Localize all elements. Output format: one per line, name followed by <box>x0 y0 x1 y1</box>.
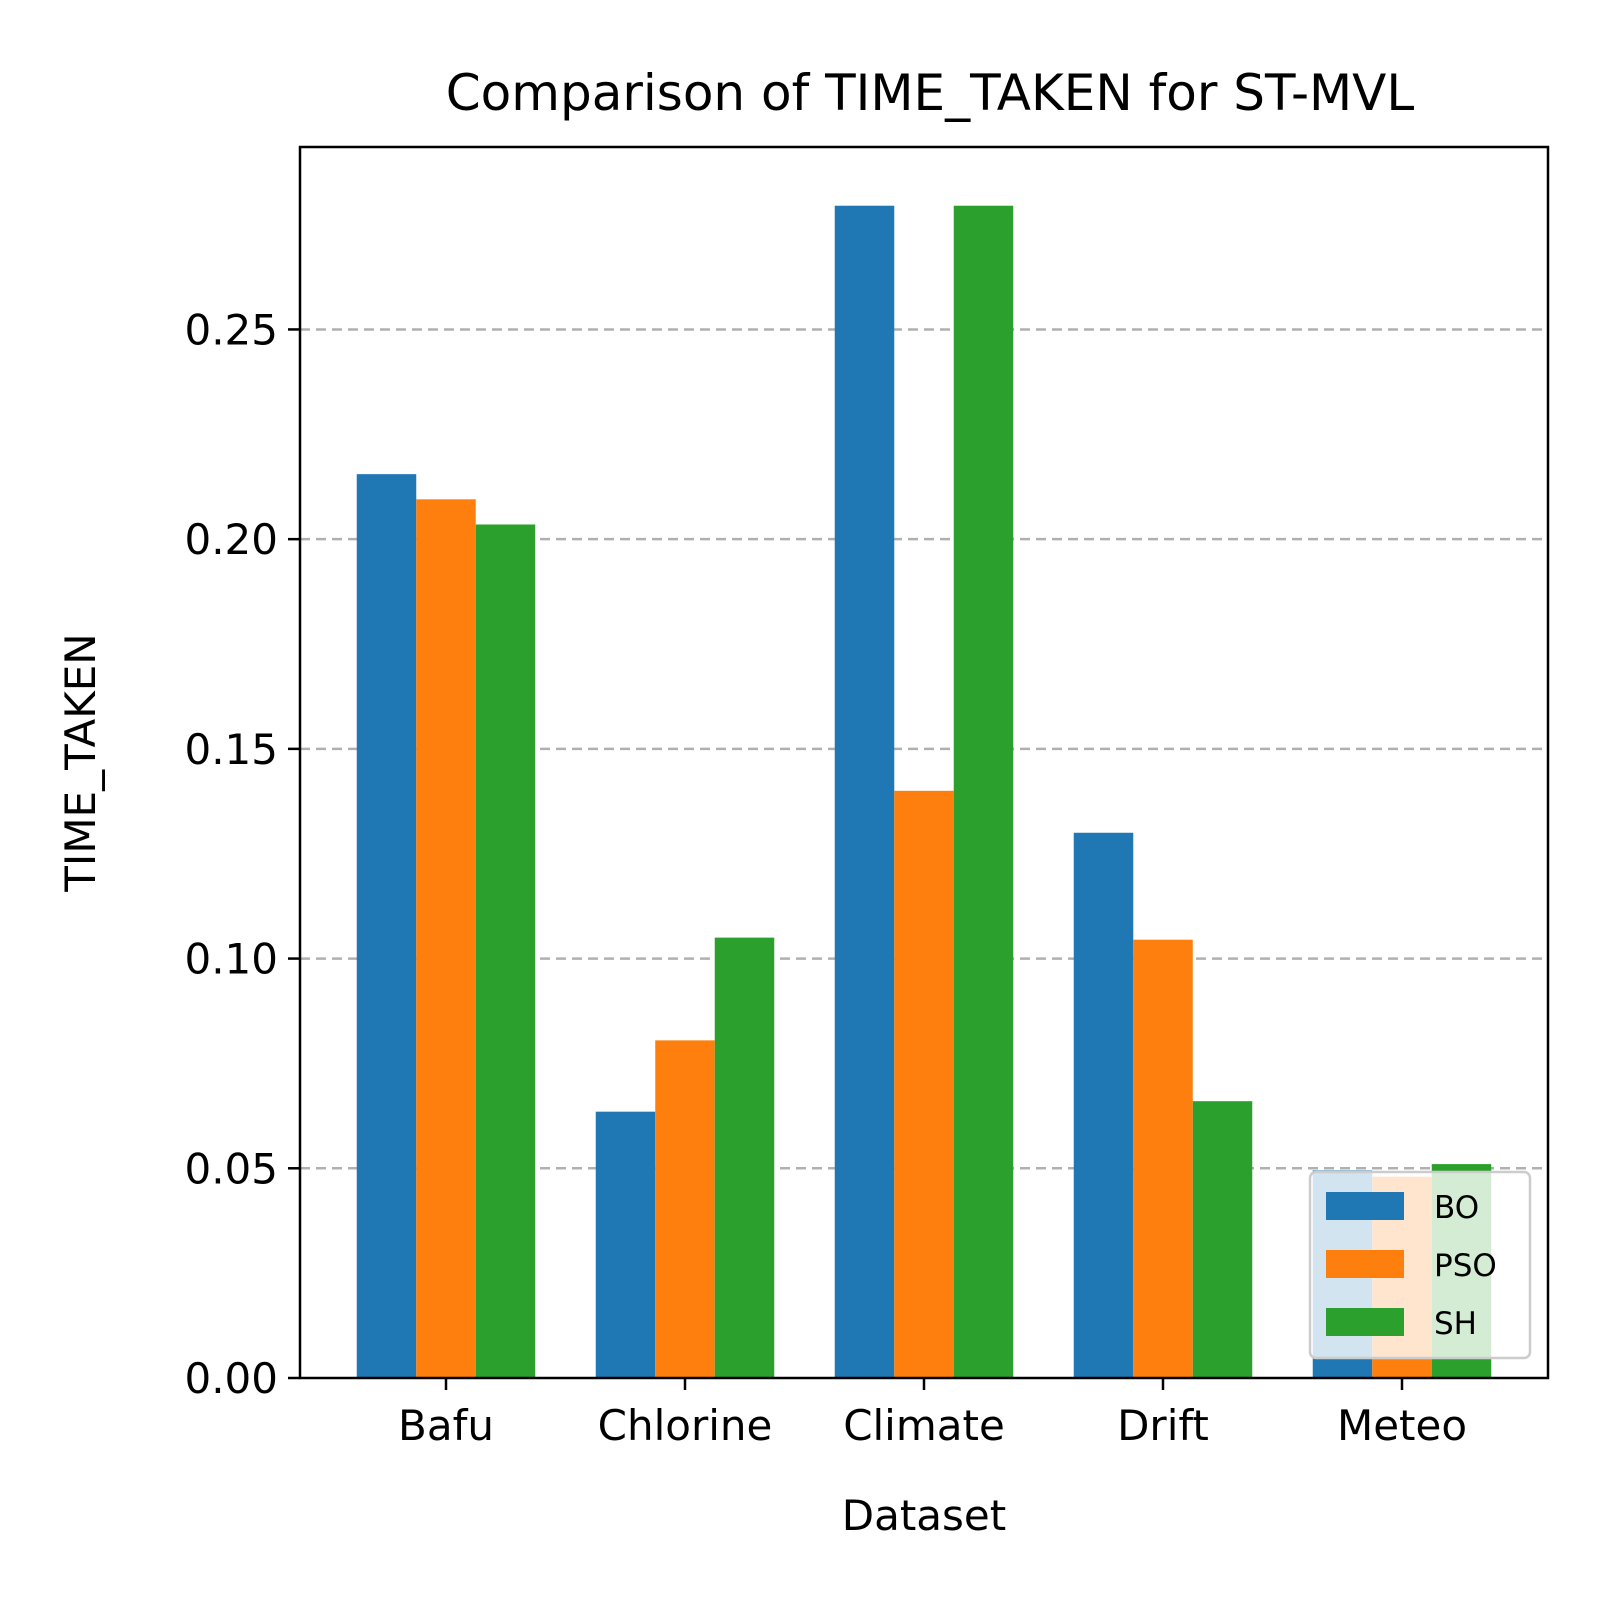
x-axis: Bafu Chlorine Climate Drift Meteo <box>398 1378 1467 1450</box>
y-tick-label: 0.00 <box>184 1354 278 1403</box>
bars <box>356 205 1492 1379</box>
legend: BO PSO SH <box>1308 1170 1532 1360</box>
x-tick-label: Climate <box>843 1401 1005 1450</box>
y-axis-label: TIME_TAKEN <box>56 633 105 892</box>
y-tick-label: 0.15 <box>184 725 278 774</box>
x-tick-label: Drift <box>1117 1401 1209 1450</box>
x-tick-label: Meteo <box>1337 1401 1467 1450</box>
bar-sh-bafu <box>475 524 536 1378</box>
bar-pso-bafu <box>416 499 476 1378</box>
legend-label-sh: SH <box>1434 1306 1477 1342</box>
chart-title: Comparison of TIME_TAKEN for ST-MVL <box>446 64 1415 122</box>
legend-swatch-pso <box>1326 1250 1404 1278</box>
bar-bo-drift <box>1073 832 1134 1378</box>
bar-sh-drift <box>1192 1101 1253 1378</box>
y-tick-label: 0.10 <box>184 935 278 984</box>
y-axis: 0.00 0.05 0.10 0.15 0.20 0.25 <box>184 305 300 1403</box>
bar-bo-chlorine <box>595 1111 656 1378</box>
y-tick-label: 0.25 <box>184 305 278 354</box>
bar-sh-chlorine <box>714 937 775 1378</box>
x-axis-label: Dataset <box>842 1491 1006 1540</box>
legend-label-pso: PSO <box>1434 1248 1497 1284</box>
bar-pso-chlorine <box>655 1040 715 1378</box>
x-tick-label: Chlorine <box>598 1401 773 1450</box>
bar-sh-climate <box>953 205 1014 1379</box>
y-tick-label: 0.20 <box>184 515 278 564</box>
x-tick-label: Bafu <box>398 1401 494 1450</box>
bar-pso-drift <box>1133 939 1193 1378</box>
bar-bo-climate <box>834 205 895 1379</box>
bar-pso-climate <box>894 790 954 1378</box>
legend-label-bo: BO <box>1434 1190 1479 1226</box>
legend-swatch-bo <box>1326 1192 1404 1220</box>
bar-bo-bafu <box>356 474 417 1379</box>
y-tick-label: 0.05 <box>184 1144 278 1193</box>
legend-swatch-sh <box>1326 1308 1404 1336</box>
